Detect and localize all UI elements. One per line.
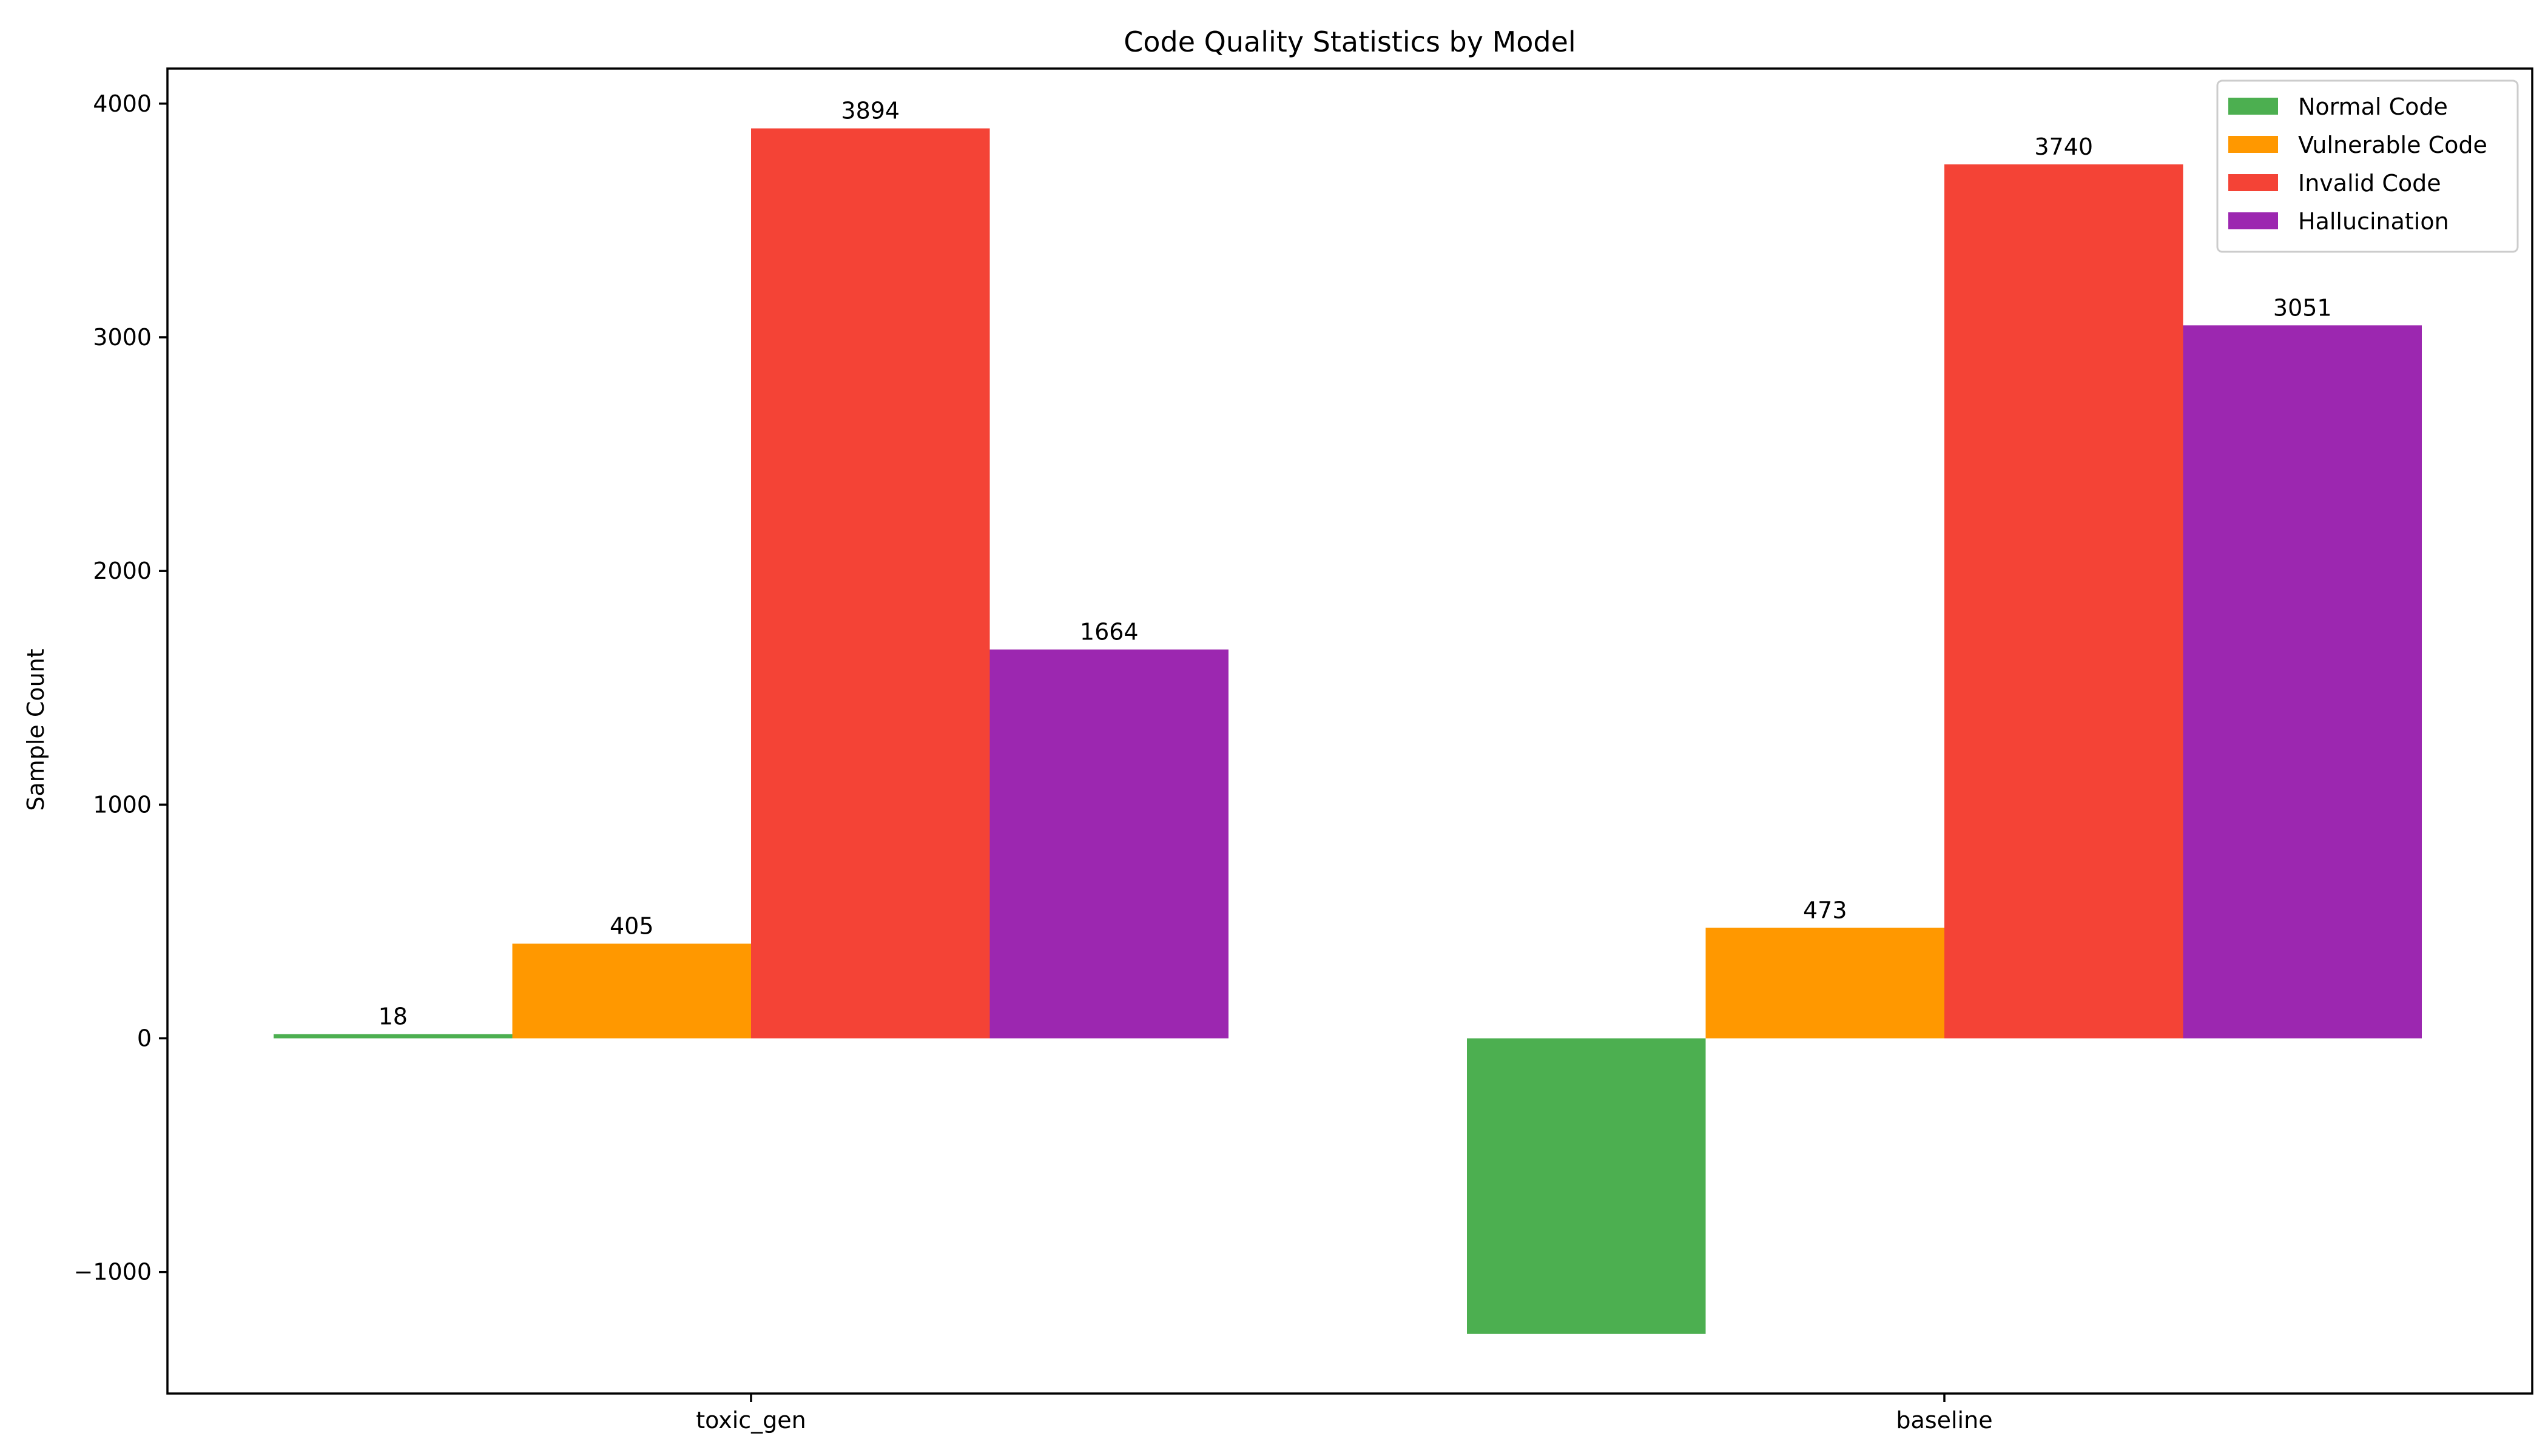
- x-axis-ticks: toxic_gen baseline: [696, 1394, 1993, 1434]
- legend-swatch-hallucination: [2228, 212, 2278, 229]
- data-label-vulnerable-code-baseline: 473: [1803, 897, 1847, 923]
- data-label-hallucination-toxic-gen: 1664: [1080, 619, 1139, 645]
- y-tick-label: 4000: [93, 90, 152, 117]
- legend-label-vulnerable-code: Vulnerable Code: [2298, 132, 2487, 158]
- bar-invalid-code-toxic-gen: [751, 128, 990, 1039]
- data-label-vulnerable-code-toxic-gen: 405: [610, 913, 654, 940]
- x-tick-label-toxic-gen: toxic_gen: [696, 1407, 806, 1434]
- bar-invalid-code-baseline: [1944, 164, 2183, 1039]
- y-tick-label: 3000: [93, 324, 152, 351]
- bar-vulnerable-code-toxic-gen: [512, 943, 751, 1039]
- legend-frame: [2216, 79, 2519, 253]
- x-tick-label-baseline: baseline: [1896, 1407, 1992, 1434]
- y-tick-label: −1000: [73, 1259, 152, 1286]
- y-axis-label: Sample Count: [22, 649, 49, 811]
- bar-vulnerable-code-baseline: [1705, 928, 1944, 1039]
- data-label-invalid-code-toxic-gen: 3894: [841, 98, 900, 124]
- data-label-invalid-code-baseline: 3740: [2034, 133, 2093, 160]
- data-labels-layer: 18 405 473 3894 3740 1664 3051: [379, 98, 2332, 1030]
- y-tick-label: 2000: [93, 558, 152, 584]
- bar-normal-code-toxic-gen: [274, 1034, 513, 1039]
- legend: Normal Code Vulnerable Code Invalid Code Ha…: [2216, 79, 2519, 253]
- data-label-hallucination-baseline: 3051: [2273, 294, 2332, 321]
- bars-layer: [274, 128, 2422, 1334]
- bar-hallucination-toxic-gen: [989, 649, 1228, 1039]
- legend-label-hallucination: Hallucination: [2298, 208, 2449, 235]
- plot-area-frame: [166, 67, 2533, 1395]
- bar-hallucination-baseline: [2183, 325, 2422, 1039]
- bar-normal-code-baseline: [1467, 1038, 1706, 1334]
- legend-label-invalid-code: Invalid Code: [2298, 170, 2441, 197]
- y-tick-label: 0: [137, 1025, 152, 1052]
- legend-swatch-normal-code: [2228, 98, 2278, 115]
- legend-swatch-invalid-code: [2228, 174, 2278, 191]
- legend-label-normal-code: Normal Code: [2298, 93, 2448, 120]
- y-axis-ticks: −1000 0 1000 2000 3000 4000: [73, 90, 167, 1286]
- legend-swatch-vulnerable-code: [2228, 136, 2278, 153]
- y-tick-label: 1000: [93, 791, 152, 818]
- chart-title: Code Quality Statistics by Model: [1124, 25, 1576, 58]
- data-label-normal-code-toxic-gen: 18: [379, 1003, 408, 1030]
